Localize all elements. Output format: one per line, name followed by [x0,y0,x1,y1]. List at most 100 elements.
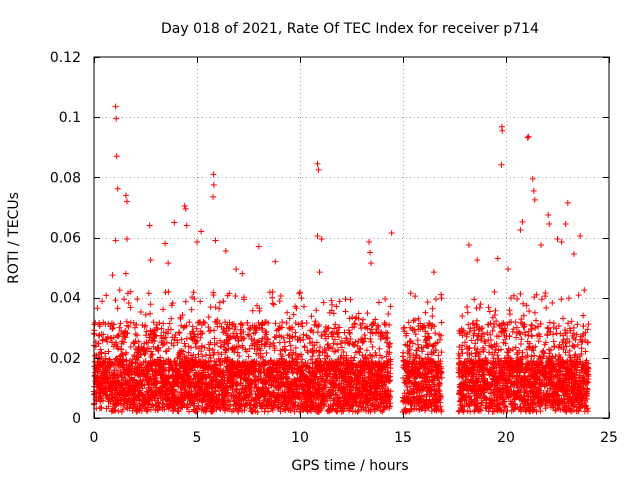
data-point-marker [113,367,120,374]
data-point-marker [236,353,243,360]
data-point-marker [289,334,296,341]
data-point-marker [401,324,408,331]
data-point-marker [198,343,205,350]
data-point-marker [121,333,128,340]
data-point-marker [163,339,170,346]
data-point-marker [246,332,253,339]
data-point-marker [202,408,209,415]
data-point-marker [220,298,227,305]
data-point-marker [225,340,232,347]
data-point-marker [271,345,278,352]
data-point-marker [122,334,129,341]
data-point-marker [96,323,103,330]
data-point-marker [105,403,112,410]
data-point-marker [296,290,303,297]
data-point-marker [243,348,250,355]
data-point-marker [347,296,354,303]
data-point-marker [162,334,169,341]
data-point-marker [119,352,126,359]
data-point-marker [222,328,229,335]
data-point-marker [268,357,275,364]
data-point-marker [259,353,266,360]
data-point-marker [318,332,325,339]
data-point-marker [254,408,261,415]
data-point-marker [270,301,277,308]
data-point-marker [476,304,483,311]
data-point-marker [154,326,161,333]
data-point-marker [197,298,204,305]
data-point-marker [303,319,310,326]
data-point-marker [142,332,149,339]
data-point-marker [317,357,324,364]
data-point-marker [125,300,132,307]
data-point-marker [106,356,113,363]
data-point-marker [290,349,297,356]
data-point-marker [117,320,124,327]
data-point-marker [133,321,140,328]
data-point-marker [124,322,131,329]
data-point-marker [125,323,132,330]
data-point-marker [147,301,154,308]
data-point-marker [209,363,216,370]
data-point-marker [96,389,103,396]
data-point-marker [429,313,436,320]
data-point-marker [91,331,98,338]
data-point-marker [422,309,429,316]
data-point-marker [274,404,281,411]
data-point-marker [160,320,167,327]
data-point-marker [297,337,304,344]
data-point-marker [225,345,232,352]
data-point-marker [270,366,277,373]
data-point-marker [286,375,293,382]
data-point-marker [192,354,199,361]
data-point-marker [195,351,202,358]
data-point-marker [363,347,370,354]
data-point-marker [376,345,383,352]
data-point-marker [130,404,137,411]
data-point-marker [282,347,289,354]
data-point-marker [280,334,287,341]
data-point-marker [239,322,246,329]
data-points [90,103,592,415]
data-point-marker [313,307,320,314]
data-point-marker [115,333,122,340]
data-point-marker [355,407,362,414]
data-point-marker [112,297,119,304]
data-point-marker [99,337,106,344]
data-point-marker [277,293,284,300]
data-point-marker [237,330,244,337]
data-point-marker [216,299,223,306]
data-point-marker [178,336,185,343]
data-point-marker [342,308,349,315]
data-point-marker [359,316,366,323]
data-point-marker [176,330,183,337]
data-point-marker [432,330,439,337]
data-point-marker [197,384,204,391]
data-point-marker [275,387,282,394]
data-point-marker [308,313,315,320]
data-point-marker [287,407,294,414]
data-point-marker [269,288,276,295]
data-point-marker [214,366,221,373]
data-point-marker [155,344,162,351]
data-point-marker [330,340,337,347]
data-point-marker [155,399,162,406]
data-point-marker [407,290,414,297]
data-point-marker [313,339,320,346]
data-point-marker [336,324,343,331]
data-point-marker [220,381,227,388]
data-point-marker [263,331,270,338]
data-point-marker [109,326,116,333]
data-point-marker [249,307,256,314]
data-point-marker [298,295,305,302]
data-point-marker [220,396,227,403]
data-point-marker [296,389,303,396]
data-point-marker [438,374,445,381]
data-point-marker [386,340,393,347]
data-point-marker [299,356,306,363]
data-point-marker [118,346,125,353]
data-point-marker [182,298,189,305]
data-point-marker [142,311,149,318]
data-point-marker [216,305,223,312]
